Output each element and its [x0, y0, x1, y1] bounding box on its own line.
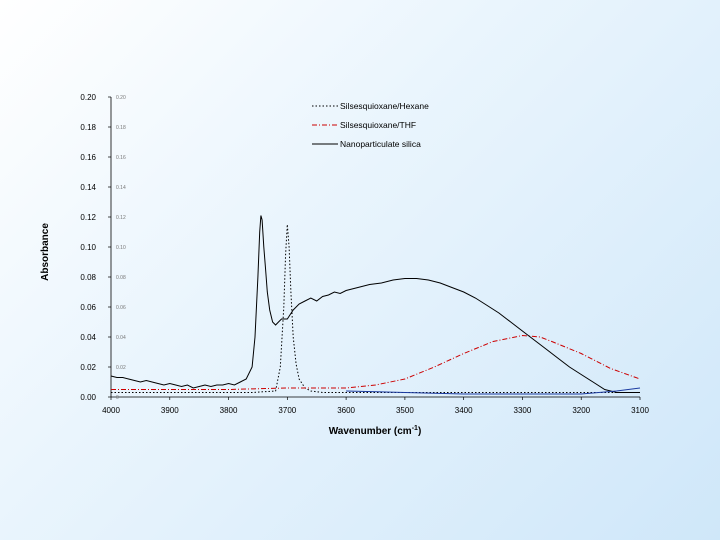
y-axis-label: Absorbance: [40, 223, 51, 281]
y-tick-label: 0.04: [80, 333, 96, 342]
y-tick-ghost-label: 0.14: [116, 185, 126, 191]
x-ticks: 4000 3900 3800 3700 3600 3500 3400 3300 3200 3100: [102, 397, 649, 415]
x-axis-label: Wavenumber (cm-1): [329, 425, 422, 437]
x-tick-label: 3600: [337, 406, 355, 415]
y-tick-ghost-label: 0.20: [116, 95, 126, 101]
y-tick-label: 0.12: [80, 213, 96, 222]
baseline-segment: [346, 387, 641, 395]
series-line-1: [111, 224, 640, 393]
legend-label: Silsesquioxane/Hexane: [340, 101, 429, 111]
y-tick-label: 0.06: [80, 303, 96, 312]
y-tick-label: 0.16: [80, 153, 96, 162]
y-tick-label: 0.02: [80, 363, 96, 372]
y-tick-ghost-label: 0.04: [116, 335, 126, 341]
legend: Silsesquioxane/Hexane Silsesquioxane/THF N…: [312, 101, 429, 149]
y-tick-label: 0.00: [80, 393, 96, 402]
y-tick-ghost-label: 0.16: [116, 155, 126, 161]
y-ticks: 0.00 0.02 0.04 0.06 0.08 0.10 0.12 0.14 0.16 0.18…: [80, 93, 126, 402]
y-tick-label: 0.18: [80, 123, 96, 132]
x-tick-label: 3100: [631, 406, 649, 415]
y-tick-ghost-label: 0.10: [116, 245, 126, 251]
y-tick-label: 0.14: [80, 183, 96, 192]
y-tick-ghost-label: 0.08: [116, 275, 126, 281]
x-tick-label: 3800: [220, 406, 238, 415]
y-tick-label: 0.20: [80, 93, 96, 102]
x-tick-label: 3400: [455, 406, 473, 415]
series: [110, 215, 641, 395]
y-tick-label: 0.10: [80, 243, 96, 252]
y-tick-ghost-label: 0.06: [116, 305, 126, 311]
legend-label: Silsesquioxane/THF: [340, 120, 416, 130]
legend-label: Nanoparticulate silica: [340, 139, 421, 149]
y-tick-ghost-label: 0.12: [116, 215, 126, 221]
x-tick-label: 3900: [161, 406, 179, 415]
x-tick-label: 4000: [102, 406, 120, 415]
x-tick-label: 3200: [572, 406, 590, 415]
series-line-2: [111, 334, 641, 390]
y-tick-label: 0.08: [80, 273, 96, 282]
y-tick-ghost-label: 0.18: [116, 125, 126, 131]
x-tick-label: 3300: [514, 406, 532, 415]
x-tick-label: 3700: [278, 406, 296, 415]
y-tick-ghost-label: 0.02: [116, 365, 126, 371]
y-tick-ghost-label: 0: [116, 395, 119, 401]
series-line-3: [110, 215, 640, 393]
x-tick-label: 3500: [396, 406, 414, 415]
